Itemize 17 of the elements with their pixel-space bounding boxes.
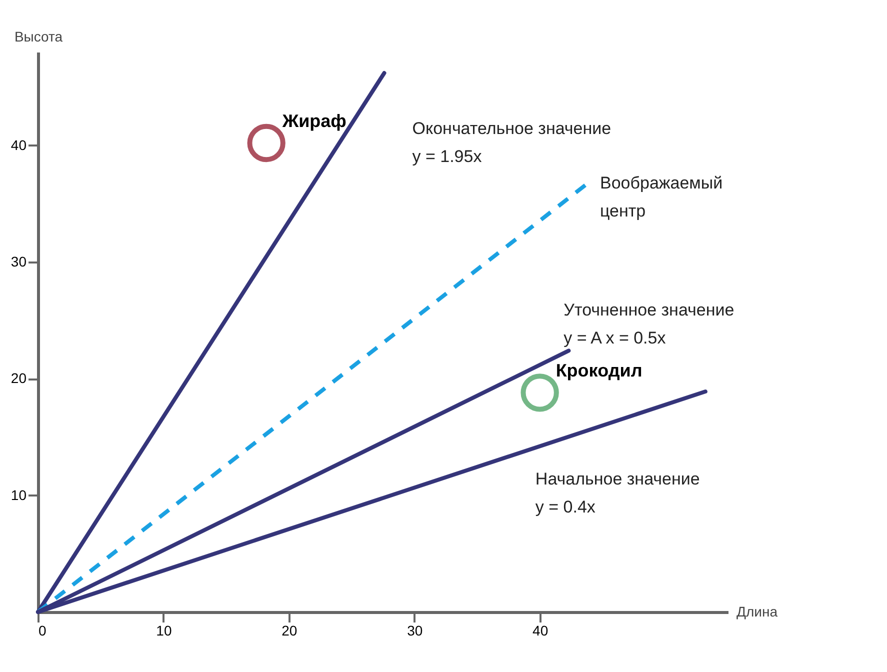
x-tick-label: 10 <box>156 622 172 638</box>
annotation: Окончательное значение y = 1.95x <box>412 119 612 166</box>
y-tick-label: 10 <box>10 486 27 503</box>
x-axis-title: Длина <box>736 604 778 620</box>
series-label: Крокодил <box>556 360 642 381</box>
annotation: Начальное значение y = 0.4x <box>535 470 700 516</box>
series-label: Жираф <box>281 111 347 131</box>
annotation: Воображаемый центр <box>600 174 723 220</box>
annotation: Уточненное значение y = A x = 0.5x <box>564 300 734 348</box>
y-tick-label: 30 <box>10 254 27 270</box>
x-tick-label: 30 <box>407 622 423 638</box>
x-tick-label: 20 <box>282 622 298 638</box>
x-tick-label: 0 <box>38 622 46 638</box>
y-axis-title: Высота <box>14 28 63 44</box>
y-tick-label: 40 <box>10 136 27 153</box>
x-tick-label: 40 <box>532 622 548 638</box>
y-tick-label: 20 <box>10 370 27 386</box>
